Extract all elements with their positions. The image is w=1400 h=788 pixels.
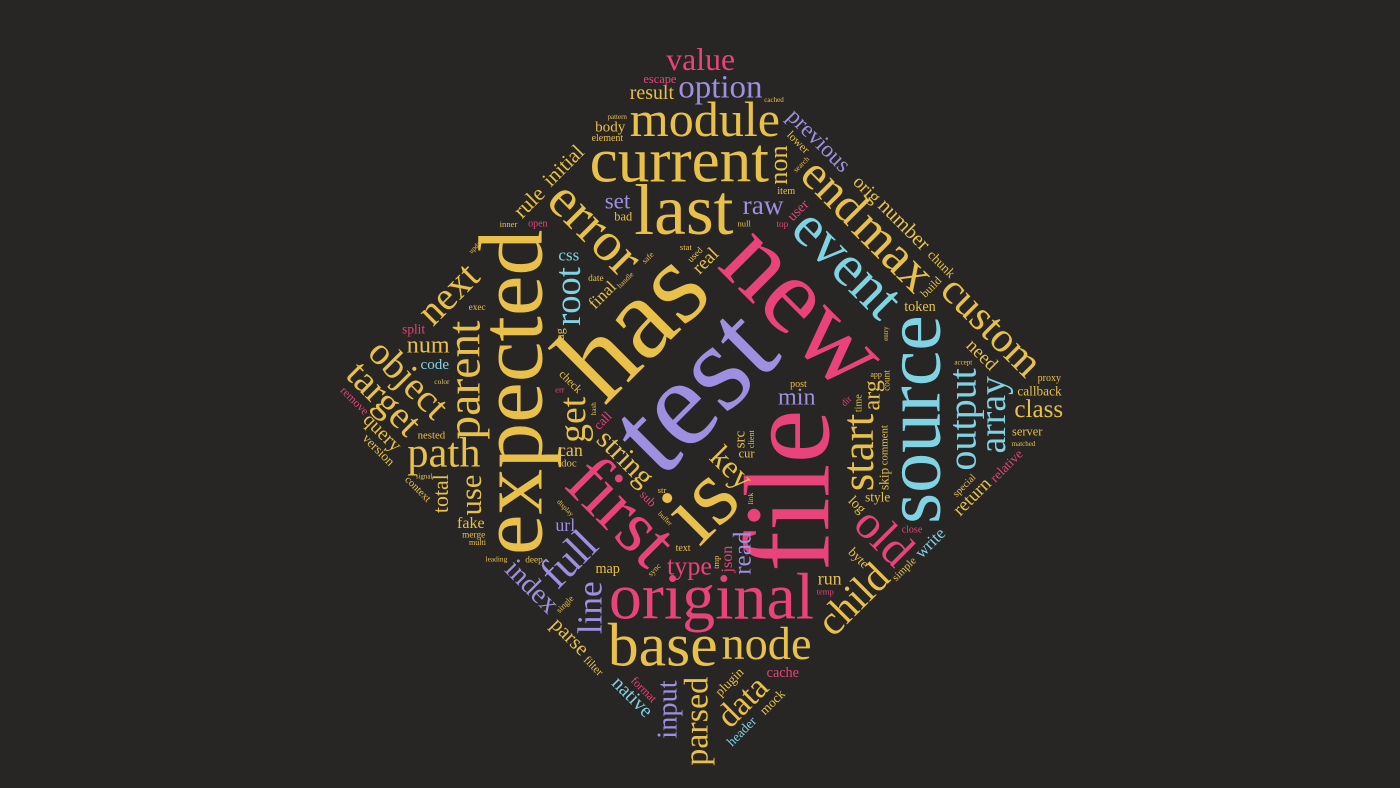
word-text: text bbox=[676, 543, 691, 554]
word-entry: entry bbox=[882, 326, 890, 341]
word-raw: raw bbox=[743, 190, 784, 220]
word-current: current bbox=[590, 126, 770, 196]
word-total: total bbox=[428, 474, 453, 513]
word-nested: nested bbox=[418, 430, 446, 442]
word-code: code bbox=[421, 357, 450, 373]
word-doc: doc bbox=[561, 457, 577, 469]
word-original: original bbox=[609, 561, 814, 634]
word-multi: multi bbox=[469, 538, 487, 547]
word-array: array bbox=[972, 376, 1014, 454]
word-result: result bbox=[630, 82, 675, 104]
word-callback: callback bbox=[1017, 384, 1062, 399]
word-type: type bbox=[667, 551, 712, 580]
word-filter: filter bbox=[581, 653, 606, 678]
word-fake: fake bbox=[457, 515, 485, 532]
word-deep: deep bbox=[525, 555, 543, 565]
word-client: client bbox=[747, 430, 756, 449]
word-set: set bbox=[605, 188, 631, 213]
word-num: num bbox=[407, 333, 450, 359]
word-option: option bbox=[678, 69, 762, 105]
word-app: app bbox=[870, 370, 882, 379]
word-str: str bbox=[658, 485, 667, 495]
word-body: body bbox=[595, 119, 626, 135]
word-map: map bbox=[595, 561, 619, 577]
word-parsed: parsed bbox=[679, 677, 716, 766]
word-close: close bbox=[902, 524, 923, 535]
word-arg: arg bbox=[860, 380, 886, 410]
word-merge: merge bbox=[462, 531, 485, 541]
word-err: err bbox=[555, 384, 565, 394]
word-temp: temp bbox=[817, 587, 834, 597]
word-split: split bbox=[402, 321, 425, 336]
word-open: open bbox=[528, 219, 547, 230]
word-file: file bbox=[721, 409, 856, 571]
word-expected: expected bbox=[460, 230, 562, 555]
word-input: input bbox=[652, 680, 683, 738]
word-top: top bbox=[776, 220, 788, 230]
word-skip: skip bbox=[877, 467, 892, 490]
word-null: null bbox=[738, 218, 752, 228]
word-pattern: pattern bbox=[607, 113, 627, 121]
word-can: can bbox=[558, 440, 583, 460]
word-element: element bbox=[592, 133, 624, 144]
word-link: link bbox=[746, 493, 755, 505]
word-css: css bbox=[558, 246, 579, 265]
word-signal: signal bbox=[416, 473, 433, 481]
word-style: style bbox=[865, 489, 890, 504]
word-start: start bbox=[833, 413, 883, 491]
word-comment: comment bbox=[878, 425, 890, 465]
word-read: read bbox=[729, 531, 756, 575]
word-tag: tag bbox=[553, 328, 567, 343]
word-exec: exec bbox=[469, 303, 486, 313]
word-run: run bbox=[818, 568, 842, 588]
word-root: root bbox=[547, 267, 588, 326]
word-token: token bbox=[904, 299, 936, 315]
word-parent: parent bbox=[439, 321, 491, 440]
word-node: node bbox=[722, 619, 812, 670]
word-hash: hash bbox=[590, 402, 598, 415]
word-escape: escape bbox=[643, 72, 677, 86]
word-proxy: proxy bbox=[1038, 373, 1061, 384]
word-use: use bbox=[454, 475, 488, 516]
word-class: class bbox=[1014, 396, 1063, 423]
word-cache: cache bbox=[767, 665, 799, 681]
word-path: path bbox=[407, 430, 480, 477]
word-bad: bad bbox=[614, 209, 633, 223]
word-value: value bbox=[666, 42, 735, 77]
word-server: server bbox=[1012, 425, 1043, 439]
word-item: item bbox=[777, 186, 795, 197]
word-leading: leading bbox=[486, 554, 508, 563]
word-matched: matched bbox=[1012, 440, 1036, 448]
word-src: src bbox=[733, 431, 749, 449]
word-date: date bbox=[588, 274, 603, 284]
word-module: module bbox=[630, 91, 780, 147]
word-count: count bbox=[883, 370, 893, 391]
word-time: time bbox=[853, 394, 864, 412]
word-cached: cached bbox=[764, 96, 784, 104]
word-url: url bbox=[555, 515, 575, 535]
word-output: output bbox=[940, 368, 985, 470]
word-last: last bbox=[634, 171, 733, 250]
word-base: base bbox=[608, 612, 718, 680]
word-json: json bbox=[719, 546, 736, 574]
word-source: source bbox=[870, 315, 958, 524]
word-inner: inner bbox=[500, 219, 518, 229]
word-post: post bbox=[790, 379, 807, 390]
word-color: color bbox=[434, 377, 450, 386]
word-accept: accept bbox=[954, 358, 972, 366]
word-cur: cur bbox=[739, 447, 756, 461]
word-tmp: tmp bbox=[711, 556, 721, 569]
word-stat: stat bbox=[680, 242, 693, 252]
word-min: min bbox=[778, 384, 815, 410]
word-non: non bbox=[764, 145, 793, 184]
word-line: line bbox=[570, 581, 609, 634]
word-get: get bbox=[552, 396, 594, 443]
